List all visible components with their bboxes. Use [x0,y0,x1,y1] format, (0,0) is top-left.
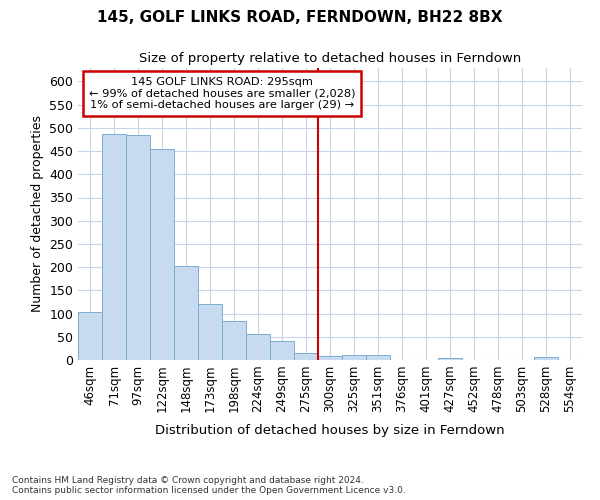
Bar [175,266,197,360]
Y-axis label: Number of detached properties: Number of detached properties [31,116,44,312]
Bar [127,136,149,360]
Text: 145 GOLF LINKS ROAD: 295sqm
← 99% of detached houses are smaller (2,028)
1% of s: 145 GOLF LINKS ROAD: 295sqm ← 99% of det… [89,77,355,110]
Bar [367,356,389,360]
Text: 145, GOLF LINKS ROAD, FERNDOWN, BH22 8BX: 145, GOLF LINKS ROAD, FERNDOWN, BH22 8BX [97,10,503,25]
Bar [535,357,557,360]
Bar [103,134,125,360]
Title: Size of property relative to detached houses in Ferndown: Size of property relative to detached ho… [139,52,521,65]
Bar [439,358,461,360]
Bar [79,312,101,360]
Bar [199,304,221,360]
Bar [319,356,341,360]
Bar [247,334,269,360]
Bar [271,342,293,360]
Text: Contains HM Land Registry data © Crown copyright and database right 2024.
Contai: Contains HM Land Registry data © Crown c… [12,476,406,495]
Bar [151,149,173,360]
Bar [223,322,245,360]
Bar [295,353,317,360]
X-axis label: Distribution of detached houses by size in Ferndown: Distribution of detached houses by size … [155,424,505,436]
Bar [343,355,365,360]
